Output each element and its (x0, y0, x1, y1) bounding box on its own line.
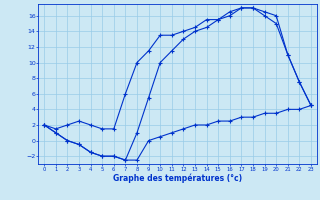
X-axis label: Graphe des températures (°c): Graphe des températures (°c) (113, 173, 242, 183)
